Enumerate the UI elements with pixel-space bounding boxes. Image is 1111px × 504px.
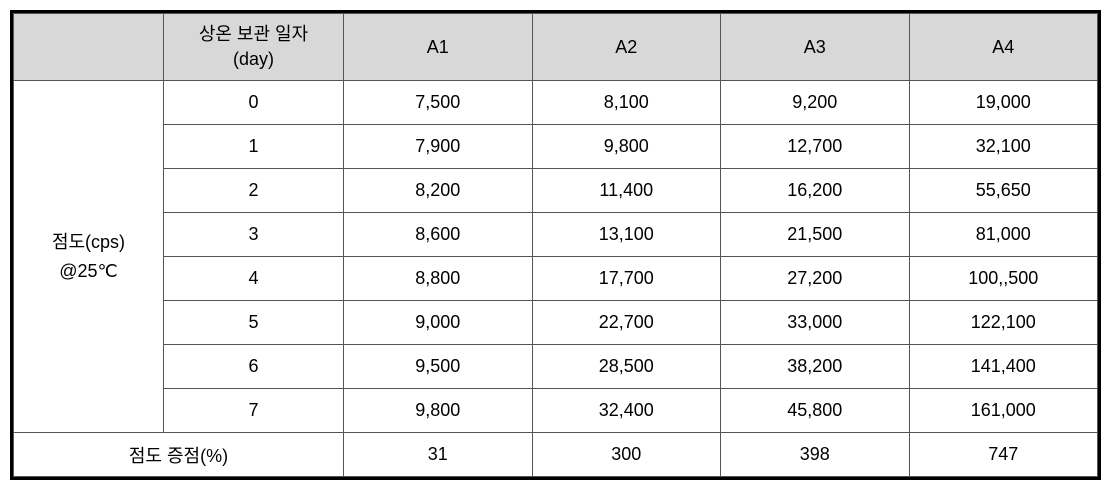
cell-a2: 9,800 — [532, 125, 721, 169]
footer-a3: 398 — [721, 433, 910, 477]
table-row: 7 9,800 32,400 45,800 161,000 — [14, 389, 1098, 433]
cell-a2: 28,500 — [532, 345, 721, 389]
cell-a3: 16,200 — [721, 169, 910, 213]
cell-day: 4 — [164, 257, 344, 301]
table-row: 4 8,800 17,700 27,200 100,,500 — [14, 257, 1098, 301]
cell-a3: 9,200 — [721, 81, 910, 125]
cell-a1: 7,500 — [344, 81, 533, 125]
cell-a4: 81,000 — [909, 213, 1098, 257]
cell-a1: 7,900 — [344, 125, 533, 169]
header-a4: A4 — [909, 14, 1098, 81]
cell-a3: 38,200 — [721, 345, 910, 389]
cell-a2: 22,700 — [532, 301, 721, 345]
rowgroup-label-line1: 점도(cps) — [52, 232, 125, 252]
table-row: 2 8,200 11,400 16,200 55,650 — [14, 169, 1098, 213]
table-row: 5 9,000 22,700 33,000 122,100 — [14, 301, 1098, 345]
cell-day: 3 — [164, 213, 344, 257]
table-footer-row: 점도 증점(%) 31 300 398 747 — [14, 433, 1098, 477]
rowgroup-label-line2: @25℃ — [59, 261, 118, 281]
cell-a1: 9,000 — [344, 301, 533, 345]
cell-day: 5 — [164, 301, 344, 345]
cell-a1: 8,800 — [344, 257, 533, 301]
footer-a4: 747 — [909, 433, 1098, 477]
header-day: 상온 보관 일자 (day) — [164, 14, 344, 81]
cell-a1: 8,600 — [344, 213, 533, 257]
cell-a3: 45,800 — [721, 389, 910, 433]
footer-label: 점도 증점(%) — [14, 433, 344, 477]
header-day-line2: (day) — [233, 49, 274, 69]
cell-a4: 122,100 — [909, 301, 1098, 345]
cell-a3: 33,000 — [721, 301, 910, 345]
cell-a4: 55,650 — [909, 169, 1098, 213]
cell-a2: 13,100 — [532, 213, 721, 257]
table-row: 1 7,900 9,800 12,700 32,100 — [14, 125, 1098, 169]
cell-a1: 9,500 — [344, 345, 533, 389]
header-blank — [14, 14, 164, 81]
data-table-wrapper: 상온 보관 일자 (day) A1 A2 A3 A4 점도(cps) @25℃ … — [10, 10, 1101, 480]
header-a3: A3 — [721, 14, 910, 81]
table-row: 6 9,500 28,500 38,200 141,400 — [14, 345, 1098, 389]
table-row: 점도(cps) @25℃ 0 7,500 8,100 9,200 19,000 — [14, 81, 1098, 125]
cell-a4: 32,100 — [909, 125, 1098, 169]
cell-a2: 8,100 — [532, 81, 721, 125]
cell-a4: 100,,500 — [909, 257, 1098, 301]
table-row: 3 8,600 13,100 21,500 81,000 — [14, 213, 1098, 257]
cell-a4: 19,000 — [909, 81, 1098, 125]
header-a2: A2 — [532, 14, 721, 81]
cell-day: 7 — [164, 389, 344, 433]
header-a1: A1 — [344, 14, 533, 81]
footer-a2: 300 — [532, 433, 721, 477]
cell-a1: 8,200 — [344, 169, 533, 213]
table-header-row: 상온 보관 일자 (day) A1 A2 A3 A4 — [14, 14, 1098, 81]
cell-a4: 161,000 — [909, 389, 1098, 433]
cell-a4: 141,400 — [909, 345, 1098, 389]
cell-day: 0 — [164, 81, 344, 125]
cell-day: 6 — [164, 345, 344, 389]
cell-day: 2 — [164, 169, 344, 213]
cell-a2: 11,400 — [532, 169, 721, 213]
cell-day: 1 — [164, 125, 344, 169]
cell-a2: 32,400 — [532, 389, 721, 433]
header-day-line1: 상온 보관 일자 — [199, 24, 308, 44]
cell-a3: 21,500 — [721, 213, 910, 257]
cell-a3: 12,700 — [721, 125, 910, 169]
footer-a1: 31 — [344, 433, 533, 477]
cell-a3: 27,200 — [721, 257, 910, 301]
cell-a2: 17,700 — [532, 257, 721, 301]
viscosity-table: 상온 보관 일자 (day) A1 A2 A3 A4 점도(cps) @25℃ … — [13, 13, 1098, 477]
rowgroup-viscosity: 점도(cps) @25℃ — [14, 81, 164, 433]
cell-a1: 9,800 — [344, 389, 533, 433]
